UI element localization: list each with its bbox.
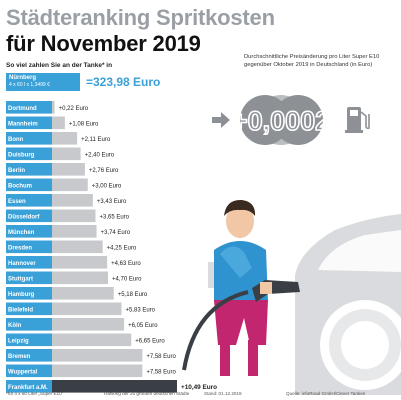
bar: [52, 147, 81, 161]
reference-total: =323,98 Euro: [86, 75, 161, 89]
category-label: Leipzig: [8, 339, 29, 345]
value-label: +6,65 Euro: [135, 339, 165, 345]
value-label: +10,49 Euro: [181, 384, 217, 391]
category-box: [6, 256, 52, 269]
value-label: +5,83 Euro: [125, 308, 155, 314]
bar: [52, 318, 125, 331]
price-change-value: +0,0002: [232, 106, 330, 136]
category-label: Dortmund: [8, 106, 37, 112]
price-change-badge: +0,0002: [231, 95, 331, 145]
bar: [52, 380, 177, 393]
category-box: [6, 209, 52, 223]
value-label: +3,43 Euro: [97, 199, 127, 205]
category-label: Bochum: [8, 184, 32, 190]
category-label: Bonn: [8, 137, 24, 143]
value-label: +3,74 Euro: [101, 230, 131, 236]
category-box: [6, 240, 52, 254]
category-box: [6, 318, 52, 331]
category-box: [6, 178, 52, 192]
value-label: +2,76 Euro: [89, 168, 119, 174]
value-label: +3,65 Euro: [99, 215, 129, 221]
bar-chart: Dortmund +0,22 Euro Mannheim +1,08 Euro Bonn…: [6, 101, 217, 393]
category-box: [6, 380, 52, 393]
category-label: Bielefeld: [8, 308, 33, 314]
reference-calc: 4 x 60 l x 1,3499 €: [9, 82, 50, 88]
category-label: Hannover: [8, 261, 36, 267]
value-label: +4,25 Euro: [107, 246, 137, 252]
bar: [52, 178, 88, 192]
bar: [52, 287, 114, 300]
refuel-person-illustration: [182, 199, 300, 376]
category-label: Stuttgart: [8, 277, 33, 283]
bar: [52, 271, 109, 285]
value-label: +2,11 Euro: [81, 137, 111, 143]
category-label: Bremen: [8, 354, 31, 360]
reference-city: Nürnberg: [9, 75, 36, 81]
category-label: Düsseldorf: [8, 215, 40, 221]
footer-note-3: Stand: 01.12.2019: [204, 391, 242, 396]
category-label: Frankfurt a.M.: [8, 385, 48, 391]
reference-city-box: Nürnberg 4 x 60 l x 1,3499 €: [6, 73, 80, 91]
footer-source: Quelle: infoRoad GmbH/Clever Tanken: [286, 391, 366, 396]
category-box: [6, 349, 52, 362]
bar: [52, 163, 85, 176]
title-line-2: für November 2019: [6, 31, 201, 56]
bar: [52, 349, 143, 362]
fuel-pump-icon: [345, 107, 370, 133]
category-box: [6, 364, 52, 378]
category-box: [6, 194, 52, 207]
value-label: +5,18 Euro: [118, 292, 148, 298]
value-label: +7,58 Euro: [146, 354, 176, 360]
category-box: [6, 147, 52, 161]
bar: [52, 132, 78, 145]
value-label: +2,40 Euro: [85, 153, 115, 159]
category-label: Dresden: [8, 246, 32, 252]
category-box: [6, 116, 52, 130]
category-box: [6, 287, 52, 300]
category-label: München: [8, 230, 35, 236]
footer-note-1: *für 4 x 60 Liter „Super E10": [6, 391, 64, 396]
bar: [52, 225, 97, 238]
value-label: +0,22 Euro: [59, 106, 89, 112]
value-label: +4,70 Euro: [112, 277, 142, 283]
category-label: Berlin: [8, 168, 25, 174]
category-box: [6, 132, 52, 145]
bar: [52, 333, 132, 347]
bar: [52, 240, 103, 254]
category-label: Duisburg: [8, 153, 35, 159]
bar: [52, 209, 96, 223]
category-label: Köln: [8, 323, 22, 329]
value-label: +3,00 Euro: [92, 184, 122, 190]
category-label: Essen: [8, 199, 26, 205]
category-label: Mannheim: [8, 122, 38, 128]
value-label: +7,58 Euro: [146, 370, 176, 376]
category-box: [6, 101, 52, 114]
category-label: Hamburg: [8, 292, 35, 298]
bar: [52, 364, 143, 378]
category-box: [6, 271, 52, 285]
bar: [52, 116, 65, 130]
category-box: [6, 225, 52, 238]
category-box: [6, 302, 52, 316]
bar: [52, 302, 122, 316]
category-box: [6, 333, 52, 347]
bar: [52, 101, 55, 114]
footer-note-2: Ranking der 20 größten deutschen Städte: [104, 391, 190, 396]
value-label: +4,63 Euro: [111, 261, 141, 267]
bar: [52, 256, 108, 269]
arrow-right-icon: [212, 112, 230, 128]
category-label: Wuppertal: [8, 370, 38, 376]
category-box: [6, 163, 52, 176]
car-illustration: [295, 214, 401, 395]
price-change-note: Durchschnittliche Preisänderung pro Lite…: [244, 54, 380, 68]
bar: [52, 194, 93, 207]
subtitle: So viel zahlen Sie an der Tanke* in: [6, 62, 113, 69]
value-label: +1,08 Euro: [69, 122, 99, 128]
value-label: +6,05 Euro: [128, 323, 158, 329]
title-line-1: Städteranking Spritkosten: [6, 5, 275, 30]
